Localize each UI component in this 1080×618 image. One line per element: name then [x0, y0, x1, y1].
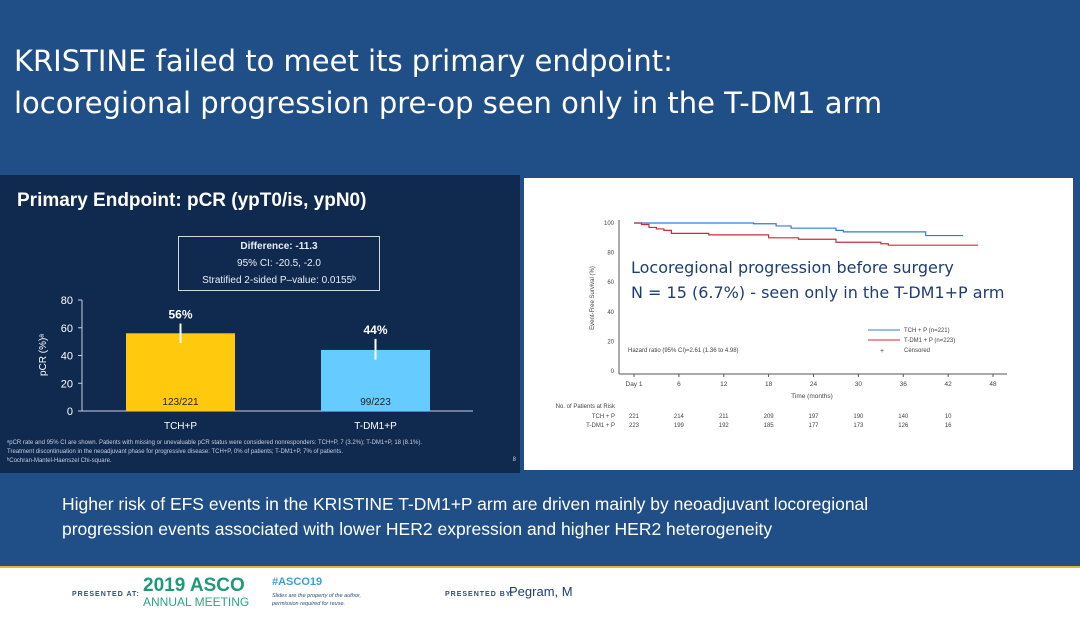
censored-icon: + — [880, 348, 884, 355]
x-tick-label: 30 — [855, 381, 863, 388]
km-line-1 — [634, 222, 979, 246]
hazard-ratio: Hazard ratio (95% CI)=2.61 (1.36 to 4.98… — [628, 348, 739, 354]
y-tick-label: 80 — [607, 251, 614, 257]
x-tick-label: 48 — [989, 381, 997, 388]
risk-value: 211 — [719, 414, 729, 420]
pvalue: Stratified 2-sided P–value: 0.0155ᵇ — [202, 275, 356, 286]
y-tick-label: 60 — [607, 280, 614, 286]
asco-meeting: ANNUAL MEETING — [143, 595, 250, 609]
presented-by-label: PRESENTED BY: — [445, 591, 515, 598]
km-line-0 — [634, 222, 964, 237]
x-tick-label: 36 — [900, 381, 908, 388]
disclaimer: Slides are the property of the author, pe… — [272, 592, 361, 608]
y-tick-label: 20 — [61, 378, 73, 390]
title-line-1: KRISTINE failed to meet its primary endp… — [14, 44, 673, 78]
bar-TCH+P — [126, 333, 235, 411]
x-tick-label: 18 — [765, 381, 773, 388]
y-tick-label: 20 — [607, 339, 614, 345]
asco-year: 2019 ASCO — [143, 575, 245, 596]
asco-logo: 2019 ASCO ANNUAL MEETING — [143, 576, 253, 609]
disclaimer-2: permission required for reuse. — [272, 601, 346, 607]
risk-value: 192 — [719, 423, 730, 429]
risk-value: 190 — [853, 414, 864, 420]
summary-line-1: Higher risk of EFS events in the KRISTIN… — [62, 494, 869, 514]
pcr-heading: Primary Endpoint: pCR (ypT0/is, ypN0) — [17, 190, 367, 211]
x-tick-label: Day 1 — [626, 381, 643, 388]
bar-T-DM1+P — [321, 349, 430, 411]
pcr-bar-chart: 0 20 40 60 80 pCR (%)ᵃ 56% 123/221 TCH+P 44% 99/22… — [38, 295, 473, 432]
risk-value: 140 — [898, 414, 909, 420]
bar-value-label: 56% — [168, 308, 192, 322]
bar-value-label: 44% — [363, 323, 387, 337]
x-tick-label: 6 — [677, 381, 681, 388]
x-tick-label: TCH+P — [164, 421, 197, 432]
y-tick-label: 40 — [61, 351, 73, 363]
risk-value: 173 — [853, 423, 864, 429]
risk-value: 199 — [674, 423, 685, 429]
presenter: Pegram, M — [509, 584, 573, 599]
bar-count-label: 99/223 — [360, 397, 391, 408]
y-axis-label: pCR (%)ᵃ — [38, 334, 49, 376]
footnote: ᵃpCR rate and 95% CI are shown. Patients… — [7, 440, 422, 446]
legend-label: Censored — [904, 348, 930, 354]
hashtag: #ASCO19 — [272, 576, 323, 588]
bar-count-label: 123/221 — [162, 397, 199, 408]
footer: PRESENTED AT: 2019 ASCO ANNUAL MEETING #… — [0, 566, 1080, 618]
y-tick-label: 0 — [611, 369, 615, 375]
overlay-line-1: Locoregional progression before surgery — [631, 258, 954, 277]
risk-table-title: No. of Patients at Risk — [556, 404, 616, 410]
footnote: ᵇCochran-Mantel-Haenszel Chi-square. — [7, 458, 112, 464]
footnote: Treatment discontinuation in the neoadju… — [7, 449, 343, 455]
overlay-line-2: N = 15 (6.7%) - seen only in the T-DM1+P… — [631, 283, 1005, 302]
overlay-text: Locoregional progression before surgery N… — [631, 255, 1004, 305]
summary-line-2: progression events associated with lower… — [62, 519, 773, 539]
difference-box: Difference: -11.3 95% CI: -20.5, -2.0 St… — [178, 236, 380, 291]
y-tick-label: 60 — [61, 323, 73, 335]
risk-value: 177 — [808, 423, 819, 429]
pcr-panel: Primary Endpoint: pCR (ypT0/is, ypN0) Di… — [0, 175, 520, 473]
summary-text: Higher risk of EFS events in the KRISTIN… — [62, 492, 868, 542]
presented-at-label: PRESENTED AT: — [72, 591, 140, 598]
y-tick-label: 40 — [607, 310, 614, 316]
x-tick-label: 42 — [945, 381, 953, 388]
footnotes: ᵃpCR rate and 95% CI are shown. Patients… — [7, 439, 422, 466]
risk-value: 16 — [945, 423, 952, 429]
x-tick-label: 12 — [720, 381, 728, 388]
slide-title: KRISTINE failed to meet its primary endp… — [14, 40, 882, 124]
risk-value: 221 — [629, 414, 640, 420]
risk-value: 126 — [898, 423, 909, 429]
x-tick-label: T-DM1+P — [354, 421, 397, 432]
risk-value: 197 — [808, 414, 819, 420]
risk-row-label: T-DM1 + P — [586, 423, 615, 429]
x-tick-label: 24 — [810, 381, 818, 388]
risk-value: 185 — [764, 423, 775, 429]
title-line-2: locoregional progression pre-op seen onl… — [14, 86, 883, 120]
efs-panel: 0 20 40 60 80 100 Day 1 6 12 18 24 30 36 42 48 Time (mo… — [524, 178, 1073, 470]
y-tick-label: 0 — [67, 406, 73, 418]
legend-label: TCH + P (n=221) — [904, 328, 950, 334]
risk-row-label: TCH + P — [592, 414, 615, 420]
risk-value: 214 — [674, 414, 685, 420]
x-axis-label: Time (months) — [791, 393, 833, 400]
ci: 95% CI: -20.5, -2.0 — [237, 258, 321, 269]
y-axis-label: Event-Free Survival (%) — [590, 266, 596, 330]
risk-value: 10 — [945, 414, 952, 420]
disclaimer-1: Slides are the property of the author, — [272, 593, 361, 599]
km-chart: 0 20 40 60 80 100 Day 1 6 12 18 24 30 36 42 48 Time (mo… — [556, 220, 1007, 429]
y-tick-label: 100 — [604, 221, 615, 227]
risk-value: 223 — [629, 423, 640, 429]
difference: Difference: -11.3 — [240, 241, 318, 252]
page-number: 8 — [512, 457, 516, 463]
risk-value: 209 — [764, 414, 775, 420]
legend-label: T-DM1 + P (n=223) — [904, 338, 955, 344]
y-tick-label: 80 — [61, 295, 73, 307]
